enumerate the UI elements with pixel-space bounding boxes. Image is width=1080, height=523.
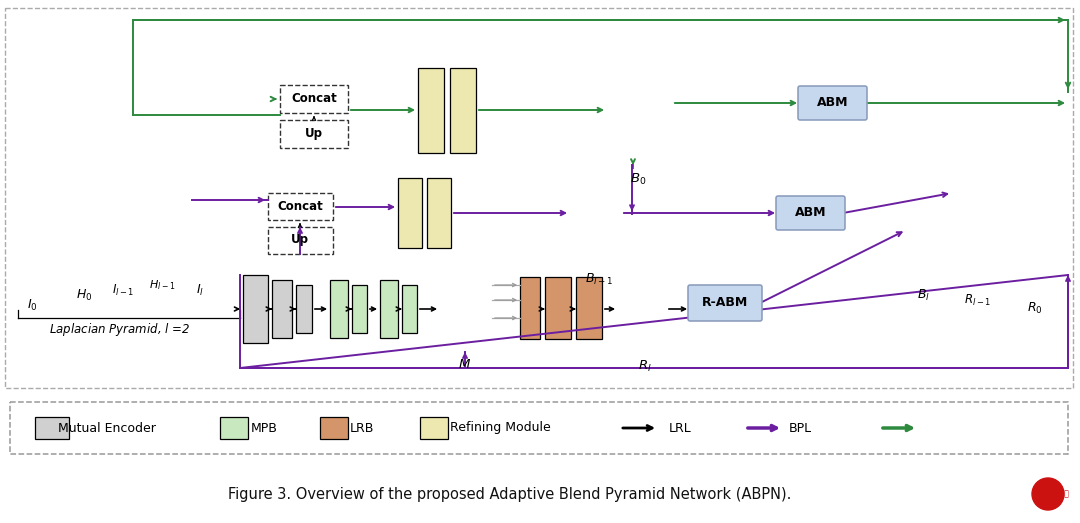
Polygon shape: [66, 81, 80, 290]
Bar: [607, 35, 659, 165]
Polygon shape: [72, 93, 119, 100]
Bar: [268, 193, 333, 220]
Text: Mutual Encoder: Mutual Encoder: [58, 422, 156, 435]
Bar: [519, 277, 540, 339]
Bar: [402, 285, 417, 333]
Polygon shape: [906, 124, 954, 130]
Text: $B_0$: $B_0$: [630, 172, 646, 187]
Text: LRL: LRL: [669, 422, 691, 435]
Text: LRB: LRB: [350, 422, 374, 435]
Bar: [72, 100, 108, 280]
Bar: [545, 277, 571, 339]
FancyBboxPatch shape: [777, 196, 845, 230]
Text: Laplacian Pyramid, $l$ =2: Laplacian Pyramid, $l$ =2: [50, 322, 190, 338]
Polygon shape: [996, 93, 1008, 285]
Polygon shape: [440, 262, 500, 268]
Bar: [380, 280, 399, 338]
Polygon shape: [108, 93, 119, 280]
Bar: [618, 268, 666, 353]
Bar: [296, 285, 312, 333]
Bar: [951, 100, 996, 285]
Polygon shape: [114, 109, 158, 115]
Bar: [10, 402, 1068, 454]
Polygon shape: [666, 262, 676, 353]
Polygon shape: [1055, 81, 1069, 290]
Polygon shape: [18, 81, 80, 90]
Text: $I_0$: $I_0$: [27, 298, 38, 313]
Text: Refining Module: Refining Module: [449, 422, 551, 435]
Bar: [268, 227, 333, 254]
Text: Concat: Concat: [278, 199, 323, 212]
Bar: [154, 130, 183, 270]
Polygon shape: [148, 109, 158, 275]
Text: R-ABM: R-ABM: [702, 297, 748, 310]
Bar: [576, 277, 602, 339]
Text: Up: Up: [305, 128, 323, 141]
Bar: [220, 417, 248, 439]
Bar: [280, 120, 348, 148]
Bar: [1000, 90, 1055, 290]
Bar: [243, 275, 268, 343]
Text: $H_0$: $H_0$: [76, 288, 92, 302]
Text: ABM: ABM: [816, 97, 848, 109]
Polygon shape: [618, 148, 629, 265]
Bar: [35, 417, 69, 439]
Bar: [427, 178, 451, 248]
Bar: [330, 280, 348, 338]
Text: $B_l$: $B_l$: [917, 288, 930, 302]
Bar: [570, 155, 618, 265]
Text: $R_0$: $R_0$: [1027, 300, 1043, 315]
Bar: [18, 90, 66, 290]
Text: $M$: $M$: [459, 358, 472, 371]
Text: BPL: BPL: [788, 422, 811, 435]
Text: Up: Up: [291, 233, 309, 246]
Bar: [450, 68, 476, 153]
Text: MPB: MPB: [251, 422, 278, 435]
Bar: [352, 285, 367, 333]
Polygon shape: [618, 262, 676, 268]
Bar: [440, 268, 490, 353]
Text: $R_{l-1}$: $R_{l-1}$: [964, 292, 991, 308]
Polygon shape: [183, 125, 191, 270]
Bar: [399, 178, 422, 248]
Text: $R_l$: $R_l$: [638, 358, 652, 373]
Polygon shape: [944, 124, 954, 280]
Text: $I_l$: $I_l$: [195, 282, 204, 298]
Bar: [320, 417, 348, 439]
Text: $H_{l-1}$: $H_{l-1}$: [149, 278, 175, 292]
Text: 中文网: 中文网: [1056, 490, 1070, 498]
Bar: [906, 130, 944, 280]
Text: php: php: [1039, 490, 1057, 498]
Bar: [272, 280, 292, 338]
Text: $I_{l-1}$: $I_{l-1}$: [112, 282, 134, 298]
Bar: [114, 115, 148, 275]
Text: Concat: Concat: [292, 93, 337, 106]
Bar: [5, 8, 1074, 388]
Text: Figure 3. Overview of the proposed Adaptive Blend Pyramid Network (ABPN).: Figure 3. Overview of the proposed Adapt…: [228, 486, 792, 502]
Polygon shape: [154, 125, 191, 130]
Bar: [280, 85, 348, 113]
Polygon shape: [951, 93, 1008, 100]
Polygon shape: [607, 27, 672, 35]
Bar: [418, 68, 444, 153]
FancyBboxPatch shape: [798, 86, 867, 120]
Polygon shape: [659, 27, 672, 165]
Polygon shape: [1000, 81, 1069, 90]
Bar: [188, 155, 230, 275]
Polygon shape: [188, 150, 239, 155]
Polygon shape: [490, 262, 500, 353]
Text: ABM: ABM: [795, 207, 826, 220]
Bar: [420, 417, 448, 439]
Circle shape: [1032, 478, 1064, 510]
Polygon shape: [570, 148, 629, 155]
Polygon shape: [230, 150, 239, 275]
Text: $B_{l-1}$: $B_{l-1}$: [584, 271, 613, 287]
FancyBboxPatch shape: [688, 285, 762, 321]
